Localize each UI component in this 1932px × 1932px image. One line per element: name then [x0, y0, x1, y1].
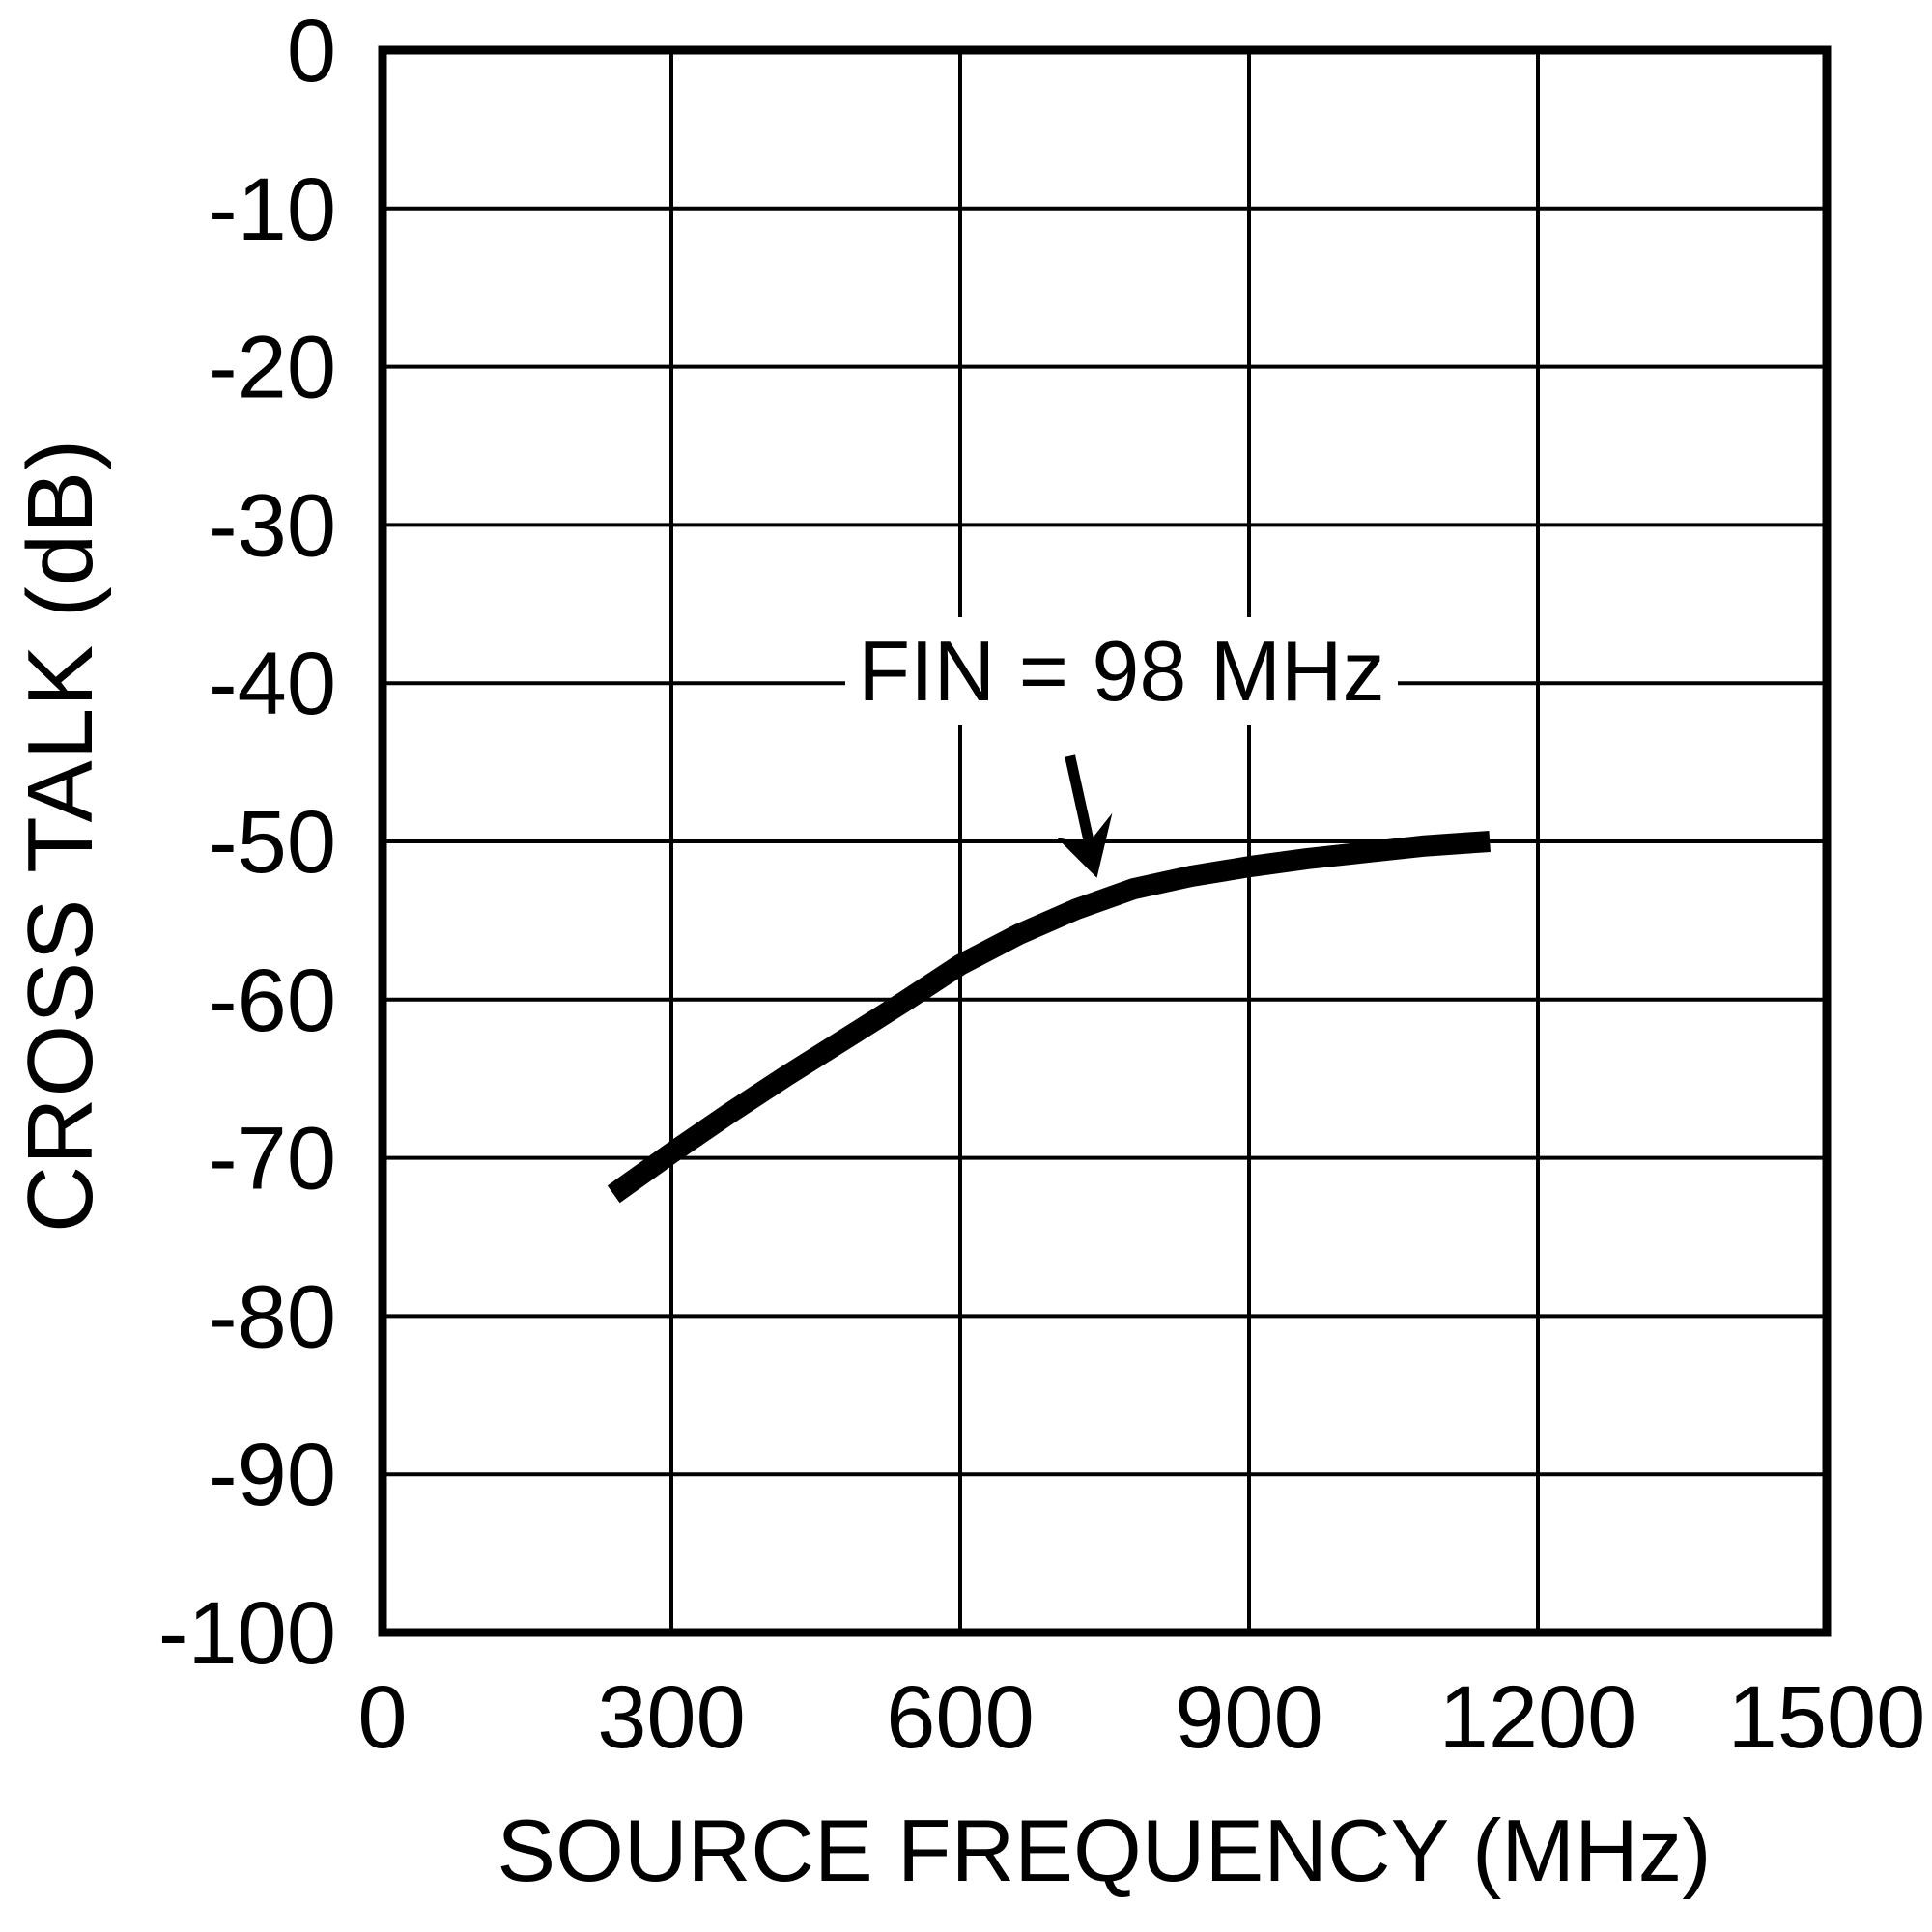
y-tick-label: -20 [208, 319, 336, 417]
y-tick-label: -70 [208, 1110, 336, 1208]
x-tick-label: 0 [357, 1668, 407, 1767]
annotation-arrowhead [1056, 812, 1113, 878]
y-tick-label: -60 [208, 952, 336, 1050]
x-axis-title: SOURCE FREQUENCY (MHz) [497, 1803, 1712, 1900]
x-tick-label: 600 [886, 1668, 1035, 1767]
y-tick-label: -50 [208, 793, 336, 892]
x-tick-label: 1500 [1728, 1668, 1926, 1767]
y-tick-label: -10 [208, 160, 336, 259]
plot-border [378, 45, 1832, 1637]
annotation-arrow-shaft [1065, 754, 1095, 849]
x-tick-label: 1200 [1439, 1668, 1637, 1767]
y-tick-label: -40 [208, 635, 336, 733]
x-tick-label: 900 [1175, 1668, 1323, 1767]
y-tick-label: 0 [287, 2, 336, 100]
y-tick-label: -100 [158, 1584, 336, 1683]
annotation-fin-label: FIN = 98 MHz [845, 617, 1398, 725]
y-tick-label: -30 [208, 476, 336, 575]
y-tick-label: -90 [208, 1426, 336, 1524]
y-axis-title: CROSS TALK (dB) [9, 438, 112, 1234]
y-tick-label: -80 [208, 1267, 336, 1366]
x-tick-label: 300 [597, 1668, 746, 1767]
data-curve [607, 831, 1491, 1204]
